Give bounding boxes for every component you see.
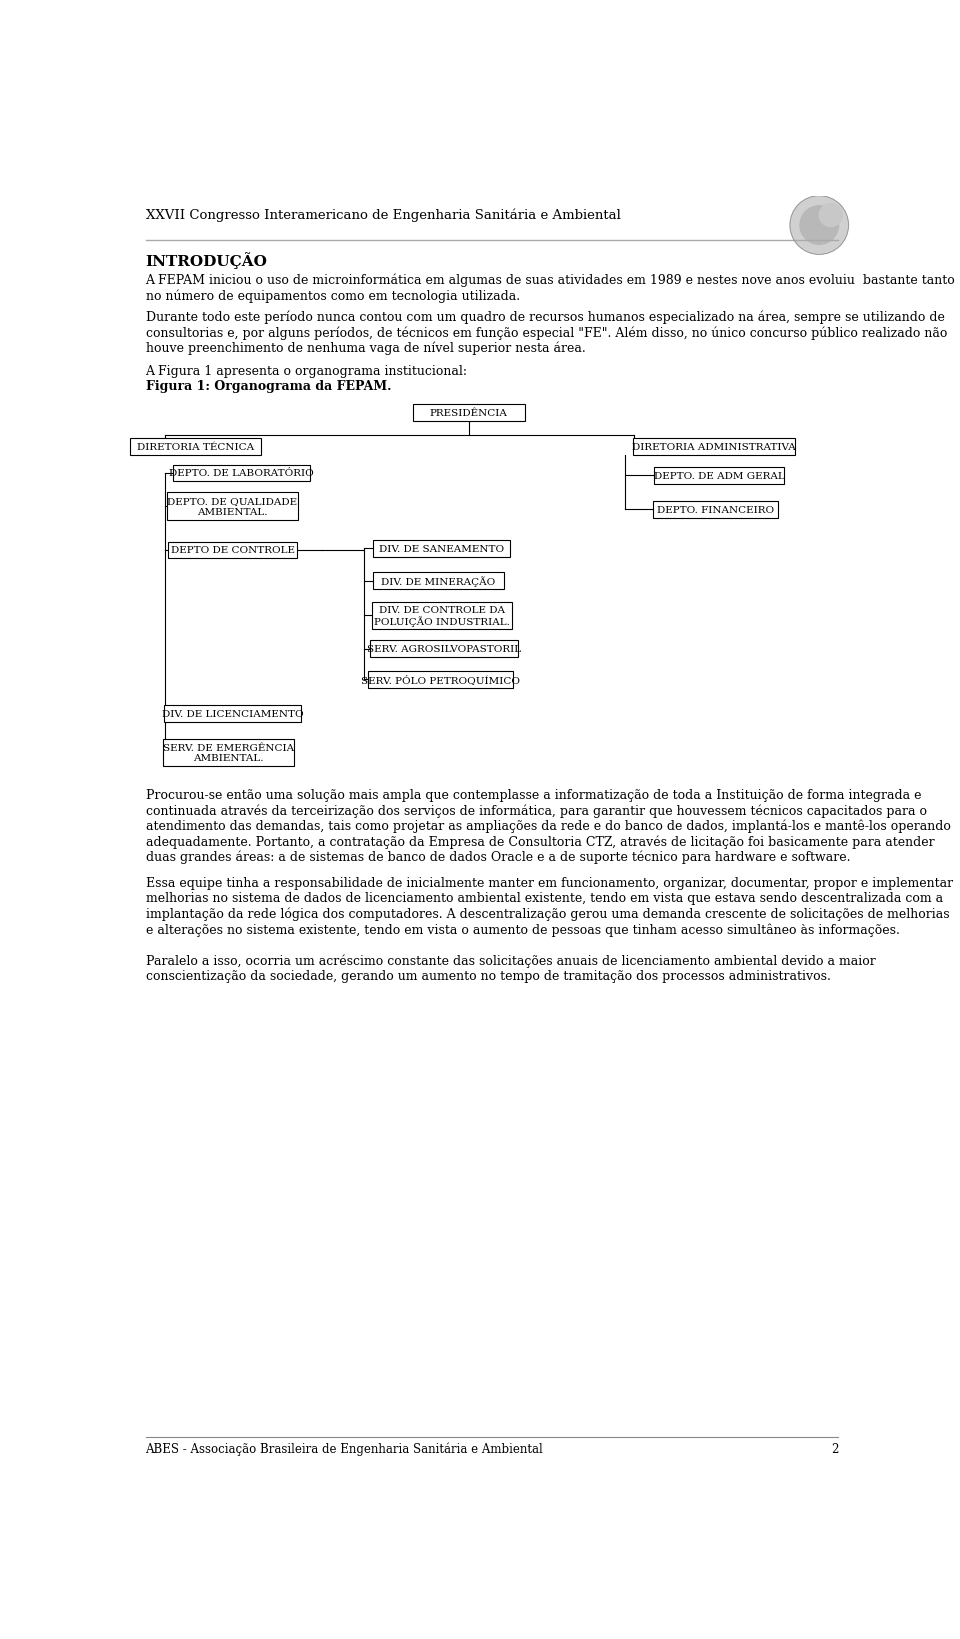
Text: DIV. DE CONTROLE DA
POLUIÇÃO INDUSTRIAL.: DIV. DE CONTROLE DA POLUIÇÃO INDUSTRIAL. — [374, 605, 510, 626]
Bar — [164, 705, 301, 723]
Bar — [633, 439, 795, 456]
Text: PRESIDÊNCIA: PRESIDÊNCIA — [430, 408, 508, 418]
Bar — [173, 465, 310, 482]
Bar — [168, 543, 298, 559]
Bar — [373, 541, 511, 557]
Text: INTRODUÇÃO: INTRODUÇÃO — [146, 252, 268, 269]
Bar — [163, 739, 294, 767]
Text: DIRETORIA ADMINISTRATIVA: DIRETORIA ADMINISTRATIVA — [632, 443, 796, 452]
Circle shape — [790, 197, 849, 256]
Text: Durante todo este período nunca contou com um quadro de recursos humanos especia: Durante todo este período nunca contou c… — [146, 310, 947, 356]
Text: DEPTO. DE ADM GERAL: DEPTO. DE ADM GERAL — [654, 472, 784, 480]
Text: ABES - Associação Brasileira de Engenharia Sanitária e Ambiental: ABES - Associação Brasileira de Engenhar… — [146, 1442, 543, 1455]
Bar — [372, 574, 504, 590]
Text: DIV. DE LICENCIAMENTO: DIV. DE LICENCIAMENTO — [161, 710, 303, 718]
Circle shape — [800, 207, 838, 246]
Bar — [368, 672, 513, 688]
Bar — [371, 641, 518, 657]
Text: Essa equipe tinha a responsabilidade de inicialmente manter em funcionamento, or: Essa equipe tinha a responsabilidade de … — [146, 877, 952, 936]
Bar — [167, 493, 298, 521]
Text: DEPTO. DE QUALIDADE
AMBIENTAL.: DEPTO. DE QUALIDADE AMBIENTAL. — [167, 497, 298, 516]
Text: SERV. PÓLO PETROQUÍMICO: SERV. PÓLO PETROQUÍMICO — [361, 675, 520, 685]
Bar — [655, 467, 783, 485]
Text: A FEPAM iniciou o uso de microinformática em algumas de suas atividades em 1989 : A FEPAM iniciou o uso de microinformátic… — [146, 274, 955, 303]
Text: A Figura 1 apresenta o organograma institucional:: A Figura 1 apresenta o organograma insti… — [146, 364, 468, 377]
Text: SERV. AGROSILVOPASTORIL: SERV. AGROSILVOPASTORIL — [367, 644, 521, 654]
Text: DIRETORIA TÉCNICA: DIRETORIA TÉCNICA — [137, 443, 254, 452]
Text: Figura 1: Organograma da FEPAM.: Figura 1: Organograma da FEPAM. — [146, 380, 391, 393]
Text: SERV. DE EMERGÊNCIA
AMBIENTAL.: SERV. DE EMERGÊNCIA AMBIENTAL. — [163, 744, 294, 762]
Text: DIV. DE SANEAMENTO: DIV. DE SANEAMENTO — [379, 544, 505, 554]
Text: XXVII Congresso Interamericano de Engenharia Sanitária e Ambiental: XXVII Congresso Interamericano de Engenh… — [146, 208, 620, 221]
Text: Procurou-se então uma solução mais ampla que contemplasse a informatização de to: Procurou-se então uma solução mais ampla… — [146, 788, 950, 864]
Bar — [372, 602, 512, 629]
Text: DEPTO. DE LABORATÓRIO: DEPTO. DE LABORATÓRIO — [169, 469, 314, 479]
Text: 2: 2 — [831, 1442, 838, 1455]
Text: DIV. DE MINERAÇÃO: DIV. DE MINERAÇÃO — [381, 575, 495, 587]
Text: DEPTO DE CONTROLE: DEPTO DE CONTROLE — [171, 546, 295, 556]
Bar — [653, 502, 778, 518]
Text: DEPTO. FINANCEIRO: DEPTO. FINANCEIRO — [657, 505, 774, 515]
Text: Paralelo a isso, ocorria um acréscimo constante das solicitações anuais de licen: Paralelo a isso, ocorria um acréscimo co… — [146, 954, 876, 982]
Circle shape — [819, 205, 842, 228]
Bar — [413, 405, 525, 421]
Bar — [131, 439, 261, 456]
